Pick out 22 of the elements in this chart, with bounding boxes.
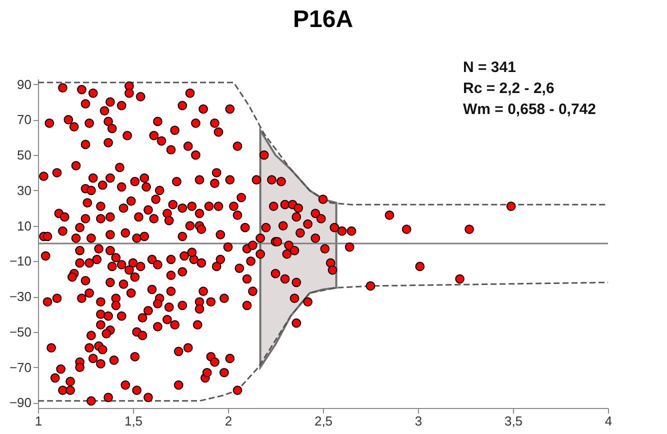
- x-tick-label: 3: [414, 414, 422, 428]
- y-tick-label: 50: [17, 148, 32, 163]
- y-tick-label: −90: [9, 395, 32, 410]
- text: N = 341: [463, 59, 516, 76]
- y-tick-label: −50: [9, 324, 32, 340]
- y-tick-label: 70: [17, 112, 32, 128]
- annotation: Wm = 0,658 - 0,742: [463, 101, 596, 118]
- x-tick-label: 2,5: [314, 414, 333, 428]
- y-tick-label: −10: [9, 254, 32, 269]
- x-tick-label: 2: [224, 414, 232, 428]
- y-tick-label: −30: [9, 289, 32, 304]
- x-tick-label: 4: [604, 414, 612, 428]
- y-tick-label: 90: [17, 76, 32, 92]
- x-tick-label: 1: [34, 414, 42, 428]
- x-tick-label: 1,5: [124, 414, 143, 428]
- y-tick-label: 30: [17, 182, 32, 198]
- y-tick-label: 10: [17, 218, 32, 234]
- line-series: [37, 282, 609, 402]
- x-tick-label: 3,5: [504, 414, 523, 428]
- annotation: Rc = 2,2 - 2,6: [463, 80, 554, 97]
- y-tick-label: −70: [9, 360, 32, 375]
- chart-title: P16A: [292, 6, 354, 33]
